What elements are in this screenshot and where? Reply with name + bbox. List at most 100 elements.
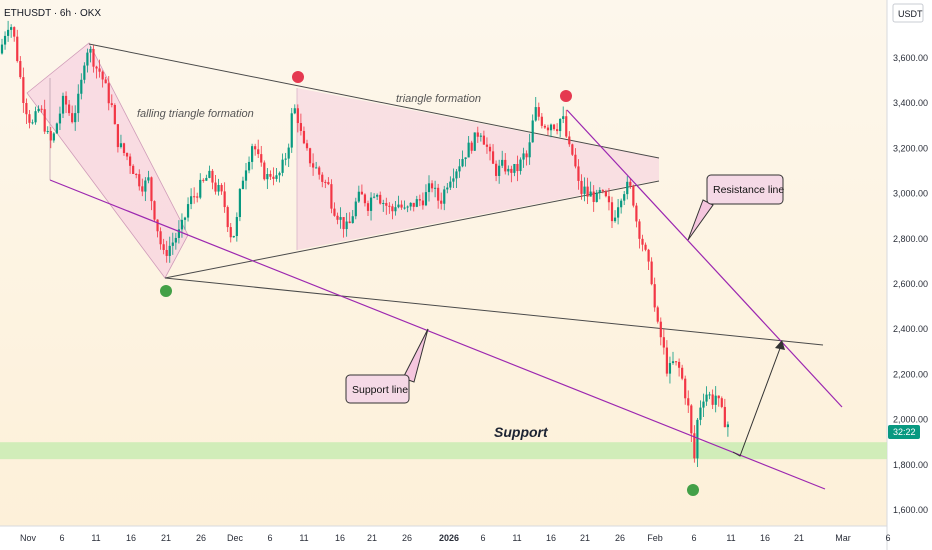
candle-body: [476, 132, 479, 137]
candle-body: [55, 123, 58, 134]
candle-body: [409, 202, 412, 207]
time-axis[interactable]: Nov 6 11 16 21 26 Dec 6 11 16 21 26 2026 6 11 16 21 26 Feb…: [20, 533, 891, 543]
candle-body: [28, 114, 31, 123]
candle-body: [623, 194, 626, 201]
candle-body: [714, 395, 717, 405]
candle-body: [610, 202, 614, 222]
time-tick-label: 6: [59, 533, 64, 543]
candle-body: [571, 144, 574, 155]
candle-body: [308, 148, 312, 164]
candle-body: [687, 398, 690, 406]
candle-body: [385, 202, 388, 206]
candle-body: [165, 249, 168, 256]
candle-body: [171, 242, 174, 246]
time-tick-label: Nov: [20, 533, 37, 543]
time-tick-label: 11: [512, 533, 521, 543]
time-tick-label: Feb: [647, 533, 663, 543]
candle-body: [266, 174, 269, 180]
candle-body: [86, 52, 89, 66]
candle-body: [418, 199, 421, 201]
candle-body: [519, 159, 522, 172]
candle-body: [403, 207, 406, 209]
support-callout-box: [345, 374, 410, 404]
candle-body: [80, 79, 83, 94]
candle-body: [601, 190, 604, 192]
time-tick-label: 26: [402, 533, 412, 543]
green-marker-2: [687, 484, 699, 496]
candle-body: [269, 174, 272, 177]
candle-body: [723, 406, 726, 428]
candle-body: [613, 217, 617, 222]
candle-body: [43, 109, 46, 132]
candle-body: [671, 361, 675, 364]
currency-label: USDT: [898, 9, 923, 19]
candle-body: [281, 159, 284, 173]
candle-body: [357, 191, 360, 202]
candle-body: [644, 244, 647, 250]
candle-body: [284, 158, 287, 160]
candle-body: [504, 159, 507, 172]
candle-body: [168, 245, 171, 256]
candle-body: [272, 176, 275, 179]
time-tick-label: Mar: [835, 533, 851, 543]
candle-body: [592, 191, 595, 202]
triangle-formation-label: triangle formation: [396, 93, 481, 105]
candle-body: [116, 124, 119, 148]
candle-body: [549, 124, 553, 131]
candle-body: [415, 199, 418, 207]
time-tick-label: 26: [615, 533, 625, 543]
price-tick-label: 2,000.00: [893, 415, 928, 425]
candle-body: [556, 129, 559, 132]
price-tick-label: 2,200.00: [893, 369, 928, 379]
candle-body: [10, 27, 13, 30]
candle-body: [129, 156, 132, 166]
candle-body: [543, 125, 546, 128]
candle-body: [89, 49, 92, 53]
candle-body: [260, 154, 263, 163]
candle-body: [122, 143, 126, 154]
candle-body: [598, 190, 601, 193]
currency-box[interactable]: [892, 3, 924, 23]
candle-body: [366, 203, 370, 211]
candle-body: [565, 116, 568, 137]
candle-body: [110, 103, 113, 105]
time-tick-label: 6: [691, 533, 696, 543]
candle-body: [305, 143, 309, 149]
candle-body: [104, 79, 107, 84]
candle-body: [400, 204, 403, 208]
candle-body: [64, 95, 68, 105]
candle-body: [720, 398, 723, 407]
time-tick-label: Dec: [227, 533, 244, 543]
candle-body: [485, 144, 489, 147]
candle-body: [49, 131, 52, 141]
candle-body: [101, 71, 104, 80]
time-tick-label: 16: [126, 533, 136, 543]
price-axis[interactable]: 1,600.00 1,800.00 2,000.00 2,200.00 2,400.00…: [893, 53, 928, 515]
price-tick-label: 1,800.00: [893, 460, 928, 470]
candle-body: [290, 113, 293, 148]
candle-body: [604, 191, 607, 197]
time-tick-label: 11: [91, 533, 100, 543]
candle-body: [427, 183, 431, 193]
projection-path: [732, 342, 783, 457]
candle-body: [19, 61, 22, 78]
candle-body: [186, 204, 190, 218]
candle-body: [726, 424, 729, 428]
time-tick-label: 26: [196, 533, 206, 543]
candle-body: [531, 120, 534, 143]
symbol-header: ETHUSDT · 6h · OKX: [4, 8, 101, 19]
red-marker-2: [560, 90, 572, 102]
candle-body: [71, 113, 74, 123]
candle-body: [153, 201, 156, 220]
candle-body: [150, 177, 153, 202]
candle-body: [656, 307, 659, 322]
candle-body: [199, 179, 202, 198]
candle-body: [193, 196, 196, 198]
price-tick-label: 2,400.00: [893, 324, 928, 334]
candle-body: [16, 36, 19, 62]
candle-body: [467, 142, 470, 158]
candle-body: [247, 161, 251, 171]
candle-body: [254, 146, 257, 150]
candle-body: [391, 206, 394, 212]
candle-body: [653, 284, 656, 308]
